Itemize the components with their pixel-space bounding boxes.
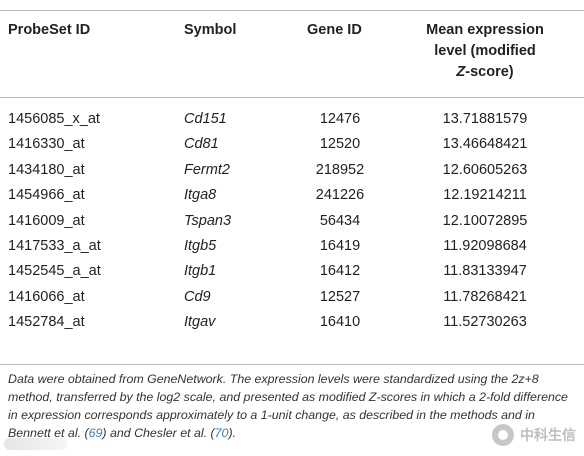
header-mean-z: Z xyxy=(456,64,466,80)
watermark-logo-icon xyxy=(492,424,514,446)
header-mean-expression: Mean expression level (modified Z-score) xyxy=(395,20,575,83)
table-row: 1434180_at Fermt2 218952 12.60605263 xyxy=(0,159,584,181)
cell-mean-expression: 11.83133947 xyxy=(443,263,527,280)
table-footnote: Data were obtained from GeneNetwork. The… xyxy=(8,370,580,442)
watermark-text: 中科生信 xyxy=(520,427,576,443)
cell-probeset-id: 1417533_a_at xyxy=(8,238,101,254)
table-top-rule xyxy=(0,10,584,11)
cell-symbol: Itga8 xyxy=(184,187,217,204)
watermark-left-mark xyxy=(4,438,68,450)
cell-probeset-id: 1416009_at xyxy=(8,212,85,229)
header-symbol: Symbol xyxy=(184,22,237,38)
header-bottom-rule xyxy=(0,97,584,98)
header-mean-line1: Mean expression xyxy=(426,22,544,38)
cell-mean-expression: 11.78268421 xyxy=(443,288,527,305)
cell-gene-id: 12527 xyxy=(319,288,361,305)
table-row: 1416066_at Cd9 12527 11.78268421 xyxy=(0,286,584,308)
cell-gene-id: 16419 xyxy=(319,238,361,254)
header-mean-line2: level (modified xyxy=(434,43,536,59)
footnote-text-3: ). xyxy=(228,426,237,440)
table-row: 1452784_at Itgav 16410 11.52730263 xyxy=(0,311,584,333)
header-mean-score: -score) xyxy=(465,64,514,80)
cell-symbol: Cd81 xyxy=(184,136,219,153)
cell-probeset-id: 1456085_x_at xyxy=(8,111,100,127)
table-row: 1454966_at Itga8 241226 12.19214211 xyxy=(0,184,584,206)
footnote-text-2: ) and Chesler et al. ( xyxy=(102,426,215,440)
cell-probeset-id: 1452784_at xyxy=(8,314,85,331)
cell-gene-id: 56434 xyxy=(319,212,361,229)
cell-symbol: Fermt2 xyxy=(184,161,230,178)
table-row: 1452545_a_at Itgb1 16412 11.83133947 xyxy=(0,260,584,282)
cell-probeset-id: 1416330_at xyxy=(8,136,85,153)
cell-mean-expression: 12.10072895 xyxy=(442,212,528,229)
table-bottom-rule xyxy=(0,364,584,365)
watermark: 中科生信 xyxy=(492,424,576,446)
table-row: 1416009_at Tspan3 56434 12.10072895 xyxy=(0,210,584,232)
header-mean-line3: Z-score) xyxy=(395,62,575,83)
cell-probeset-id: 1452545_a_at xyxy=(8,263,101,280)
cell-probeset-id: 1454966_at xyxy=(8,187,85,204)
cell-symbol: Tspan3 xyxy=(184,212,232,229)
cell-probeset-id: 1416066_at xyxy=(8,288,85,305)
cell-probeset-id: 1434180_at xyxy=(8,161,85,178)
header-probeset-id: ProbeSet ID xyxy=(8,22,91,38)
table-row: 1456085_x_at Cd151 12476 13.71881579 xyxy=(0,108,584,130)
header-gene-id: Gene ID xyxy=(307,22,362,38)
cell-gene-id: 12520 xyxy=(319,136,361,153)
cell-gene-id: 241226 xyxy=(315,187,365,204)
footnote-text-1: Data were obtained from GeneNetwork. The… xyxy=(8,372,568,440)
cell-symbol: Itgb1 xyxy=(184,263,217,280)
footnote-ref-69[interactable]: 69 xyxy=(88,426,103,440)
cell-symbol: Cd9 xyxy=(184,288,211,305)
table-row: 1417533_a_at Itgb5 16419 11.92098684 xyxy=(0,235,584,257)
cell-gene-id: 16412 xyxy=(319,263,361,280)
cell-gene-id: 16410 xyxy=(319,314,361,331)
cell-symbol: Cd151 xyxy=(184,111,227,127)
cell-mean-expression: 12.19214211 xyxy=(443,187,527,204)
table-row: 1416330_at Cd81 12520 13.46648421 xyxy=(0,133,584,155)
cell-mean-expression: 13.71881579 xyxy=(442,111,528,127)
cell-mean-expression: 13.46648421 xyxy=(442,136,528,153)
cell-symbol: Itgav xyxy=(184,314,216,331)
cell-gene-id: 12476 xyxy=(319,111,361,127)
cell-gene-id: 218952 xyxy=(315,161,365,178)
footnote-ref-70[interactable]: 70 xyxy=(214,426,229,440)
cell-mean-expression: 11.52730263 xyxy=(443,314,527,331)
cell-symbol: Itgb5 xyxy=(184,238,217,254)
cell-mean-expression: 11.92098684 xyxy=(443,238,527,254)
cell-mean-expression: 12.60605263 xyxy=(442,161,528,178)
